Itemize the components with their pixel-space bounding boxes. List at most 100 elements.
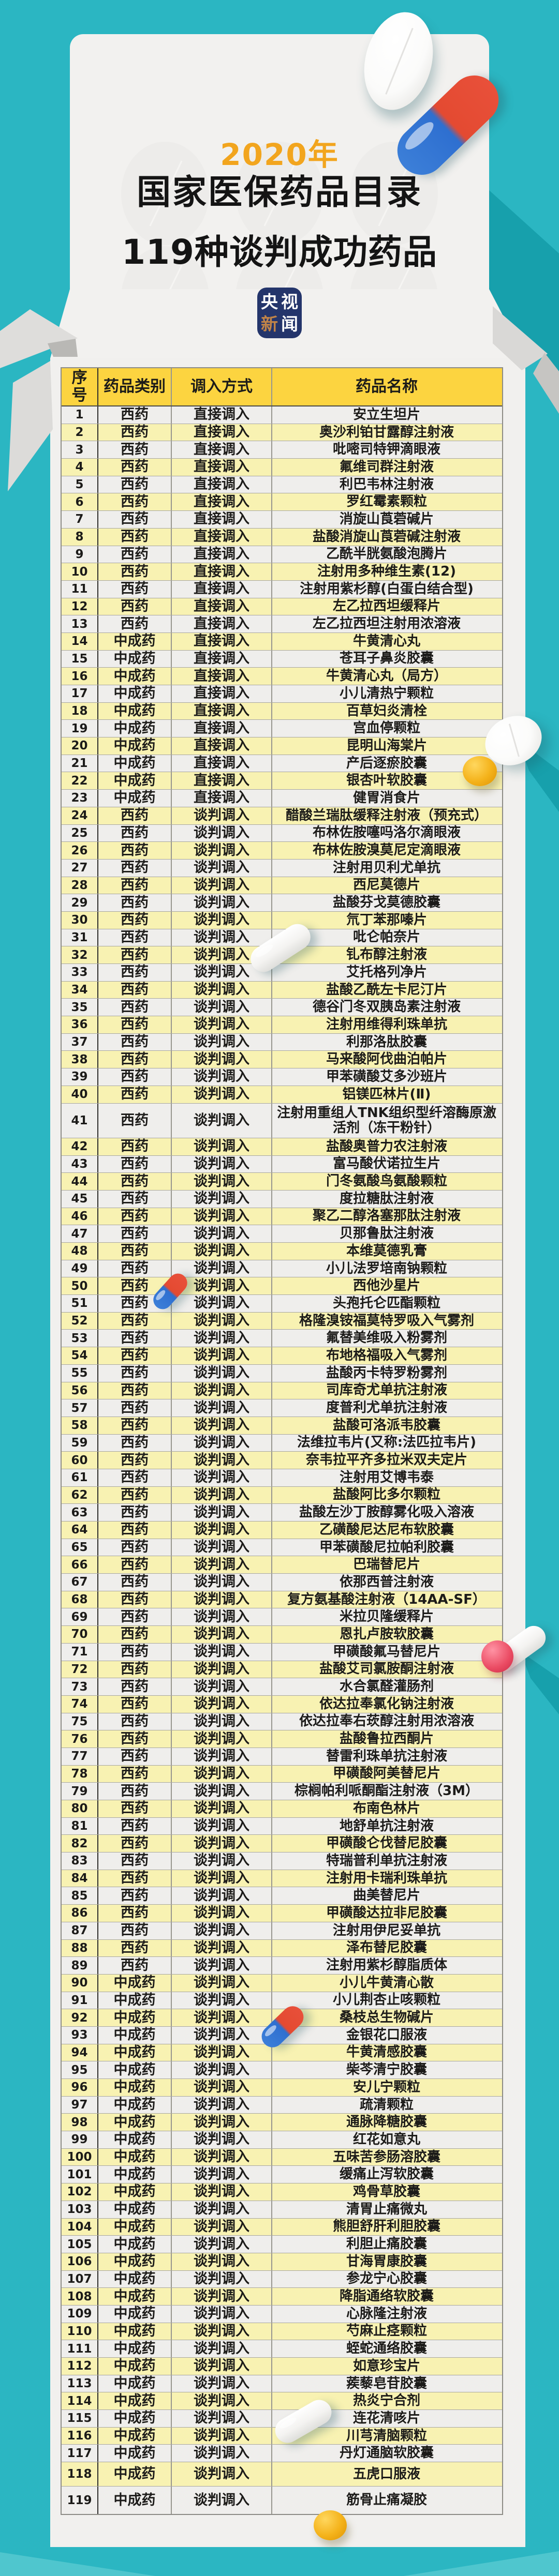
row-index: 101 <box>62 2166 98 2183</box>
entry-method: 谈判调入 <box>172 1608 272 1626</box>
entry-method: 直接调入 <box>172 737 272 755</box>
row-index: 89 <box>62 1957 98 1974</box>
drug-name: 利胆止痛胶囊 <box>346 2236 427 2252</box>
entry-method: 谈判调入 <box>172 1626 272 1643</box>
drug-category: 中成药 <box>98 2340 172 2358</box>
row-index: 96 <box>62 2079 98 2096</box>
drug-name: 牛黄清心丸 <box>352 633 420 649</box>
drug-name: 心脉隆注射液 <box>346 2306 427 2322</box>
drug-category: 中成药 <box>98 1974 172 1992</box>
drug-name: 红花如意丸 <box>352 2131 420 2147</box>
entry-method: 谈判调入 <box>172 2218 272 2236</box>
table-row: 62 西药 谈判调入 盐酸阿比多尔颗粒 <box>62 1486 502 1504</box>
row-index: 15 <box>62 650 98 668</box>
entry-method: 谈判调入 <box>172 1835 272 1852</box>
entry-method: 谈判调入 <box>172 2079 272 2096</box>
drug-category: 中成药 <box>98 650 172 668</box>
drug-name: 聚乙二醇洛塞那肽注射液 <box>312 1208 461 1224</box>
drug-name: 注射用维得利珠单抗 <box>326 1016 447 1032</box>
entry-method: 直接调入 <box>172 528 272 546</box>
table-row: 75 西药 谈判调入 依达拉奉右莰醇注射用浓溶液 <box>62 1713 502 1731</box>
row-index: 48 <box>62 1243 98 1260</box>
row-index: 75 <box>62 1713 98 1730</box>
drug-category: 西药 <box>98 546 172 563</box>
drug-category: 中成药 <box>98 2270 172 2288</box>
white-capsule-mid-icon <box>245 919 316 977</box>
table-row: 83 西药 谈判调入 特瑞普利单抗注射液 <box>62 1852 502 1870</box>
table-row: 15 中成药 直接调入 苍耳子鼻炎胶囊 <box>62 650 502 668</box>
cctv-news-logo: 央 视 新 闻 <box>257 288 302 338</box>
drug-name: 恩扎卢胺软胶囊 <box>339 1626 434 1642</box>
entry-method: 谈判调入 <box>172 1330 272 1347</box>
drug-name: 健胃消食片 <box>352 790 420 806</box>
drug-category: 中成药 <box>98 2009 172 2026</box>
drug-category: 西药 <box>98 1800 172 1817</box>
drug-name: 甲磺酸仑伐替尼胶囊 <box>326 1835 447 1851</box>
row-index: 83 <box>62 1852 98 1870</box>
row-index: 7 <box>62 511 98 528</box>
drug-name: 盐酸可洛派韦胶囊 <box>332 1417 440 1433</box>
table-row: 30 西药 谈判调入 氘丁苯那嗪片 <box>62 911 502 929</box>
row-index: 45 <box>62 1190 98 1208</box>
table-row: 56 西药 谈判调入 司库奇尤单抗注射液 <box>62 1382 502 1400</box>
row-index: 61 <box>62 1469 98 1486</box>
table-row: 79 西药 谈判调入 棕榈帕利哌酮酯注射液（3M） <box>62 1783 502 1801</box>
entry-method: 谈判调入 <box>172 2410 272 2427</box>
table-row: 12 西药 直接调入 左乙拉西坦缓释片 <box>62 598 502 616</box>
table-row: 51 西药 谈判调入 头孢托仑匹酯颗粒 <box>62 1295 502 1313</box>
drug-category: 西药 <box>98 1364 172 1382</box>
table-row: 98 中成药 谈判调入 通脉降糖胶囊 <box>62 2114 502 2132</box>
drug-name: 甲苯磺酸尼拉帕利胶囊 <box>319 1539 454 1555</box>
entry-method: 谈判调入 <box>172 1765 272 1783</box>
row-index: 5 <box>62 476 98 493</box>
table-row: 76 西药 谈判调入 盐酸鲁拉西酮片 <box>62 1730 502 1748</box>
row-index: 69 <box>62 1608 98 1626</box>
row-index: 104 <box>62 2218 98 2236</box>
row-index: 117 <box>62 2445 98 2462</box>
entry-method: 谈判调入 <box>172 1730 272 1748</box>
entry-method: 直接调入 <box>172 406 272 424</box>
row-index: 100 <box>62 2148 98 2166</box>
drug-name: 西尼莫德片 <box>352 877 420 893</box>
drug-name: 头孢托仑匹酯颗粒 <box>332 1295 440 1311</box>
drug-category: 西药 <box>98 877 172 894</box>
drug-name: 甘海胃康胶囊 <box>346 2253 427 2269</box>
entry-method: 谈判调入 <box>172 1748 272 1765</box>
entry-method: 谈判调入 <box>172 2131 272 2148</box>
drug-name: 奥沙利铂甘露醇注射液 <box>319 424 454 440</box>
gold-softgel-right-icon <box>463 756 497 786</box>
drug-name: 小儿牛黄清心散 <box>339 1975 434 1991</box>
drug-name: 熊胆舒肝利胆胶囊 <box>332 2219 440 2235</box>
row-index: 58 <box>62 1417 98 1434</box>
drug-category: 西药 <box>98 1033 172 1051</box>
drug-name: 安儿宁颗粒 <box>352 2079 420 2095</box>
row-index: 59 <box>62 1434 98 1452</box>
row-index: 63 <box>62 1504 98 1522</box>
drug-category: 中成药 <box>98 720 172 737</box>
drug-category: 西药 <box>98 1817 172 1835</box>
row-index: 27 <box>62 859 98 877</box>
page-subtitle: 119种谈判成功药品 <box>122 232 437 272</box>
logo-char: 新 <box>261 314 278 334</box>
row-index: 2 <box>62 424 98 441</box>
row-index: 111 <box>62 2340 98 2358</box>
entry-method: 谈判调入 <box>172 1295 272 1312</box>
entry-method: 直接调入 <box>172 476 272 493</box>
row-index: 39 <box>62 1068 98 1086</box>
entry-method: 直接调入 <box>172 685 272 702</box>
drug-name: 鸡骨草胶囊 <box>352 2183 420 2200</box>
table-row: 64 西药 谈判调入 乙磺酸尼达尼布软胶囊 <box>62 1522 502 1539</box>
drug-name: 通脉降糖胶囊 <box>346 2114 427 2130</box>
table-row: 38 西药 谈判调入 马来酸阿伐曲泊帕片 <box>62 1051 502 1069</box>
drug-name: 铝镁匹林片(Ⅱ) <box>342 1086 431 1102</box>
drug-name: 注射用贝利尤单抗 <box>332 860 440 876</box>
entry-method: 谈判调入 <box>172 999 272 1016</box>
table-row: 5 西药 直接调入 利巴韦林注射液 <box>62 476 502 494</box>
drug-name: 安立生坦片 <box>352 406 420 423</box>
entry-method: 谈判调入 <box>172 1974 272 1992</box>
table-row: 52 西药 谈判调入 格隆溴铵福莫特罗吸入气雾剂 <box>62 1312 502 1330</box>
logo-char: 闻 <box>281 314 298 334</box>
drug-name: 产后逐瘀胶囊 <box>346 755 427 771</box>
drug-category: 西药 <box>98 1417 172 1434</box>
drug-category: 西药 <box>98 1887 172 1905</box>
